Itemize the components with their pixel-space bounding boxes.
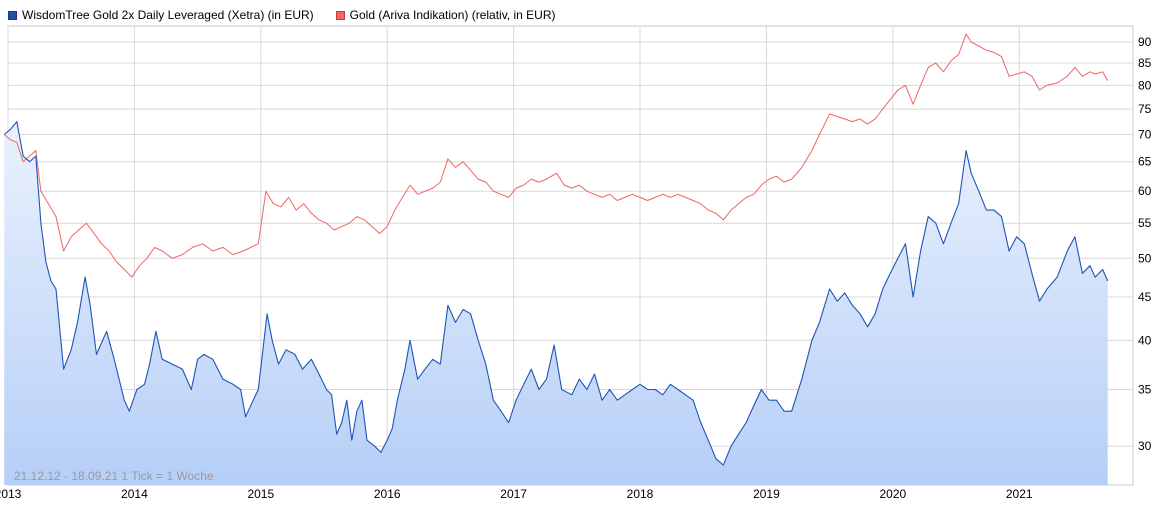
- legend-swatch-series2: [335, 10, 345, 20]
- x-tick-label: 2016: [374, 487, 401, 501]
- x-tick-label: 2013: [0, 487, 22, 501]
- y-tick-label: 75: [1138, 102, 1152, 116]
- y-tick-label: 85: [1138, 56, 1152, 70]
- legend-item-series2[interactable]: Gold (Ariva Indikation) (relativ, in EUR…: [335, 8, 556, 22]
- chart-legend: WisdomTree Gold 2x Daily Leveraged (Xetr…: [8, 7, 578, 23]
- x-axis-ticks: 2013 2014 2015 2016 2017 2018 2019 2020 2021: [0, 487, 1033, 501]
- y-tick-label: 70: [1138, 127, 1152, 141]
- legend-label-series1: WisdomTree Gold 2x Daily Leveraged (Xetr…: [22, 8, 314, 22]
- x-tick-label: 2020: [879, 487, 906, 501]
- date-range-info: 21.12.12 - 18.09.21 1 Tick = 1 Woche: [14, 469, 214, 483]
- x-tick-label: 2017: [500, 487, 527, 501]
- x-tick-label: 2018: [627, 487, 654, 501]
- legend-swatch-series1: [8, 10, 17, 20]
- y-tick-label: 50: [1138, 251, 1152, 265]
- y-tick-label: 30: [1138, 439, 1152, 453]
- y-tick-label: 65: [1138, 155, 1152, 169]
- y-tick-label: 45: [1138, 290, 1152, 304]
- y-tick-label: 80: [1138, 78, 1152, 92]
- series-lines: [3, 33, 1109, 466]
- legend-label-series2: Gold (Ariva Indikation) (relativ, in EUR…: [349, 8, 556, 22]
- y-tick-label: 60: [1138, 184, 1152, 198]
- y-tick-label: 90: [1138, 35, 1152, 49]
- x-tick-label: 2021: [1006, 487, 1033, 501]
- series2-line: [3, 33, 1109, 278]
- legend-item-series1[interactable]: WisdomTree Gold 2x Daily Leveraged (Xetr…: [8, 8, 314, 22]
- y-tick-label: 40: [1138, 333, 1152, 347]
- series1-area: [4, 121, 1108, 485]
- x-tick-label: 2015: [247, 487, 274, 501]
- series1-line: [3, 121, 1109, 466]
- x-tick-label: 2019: [753, 487, 780, 501]
- y-tick-label: 55: [1138, 216, 1152, 230]
- y-axis-ticks: 30 35 40 45 50 55 60 65 70 75 80 85 90: [1138, 35, 1152, 453]
- series1-area-layer: [4, 121, 1108, 485]
- x-tick-label: 2014: [121, 487, 148, 501]
- y-tick-label: 35: [1138, 383, 1152, 397]
